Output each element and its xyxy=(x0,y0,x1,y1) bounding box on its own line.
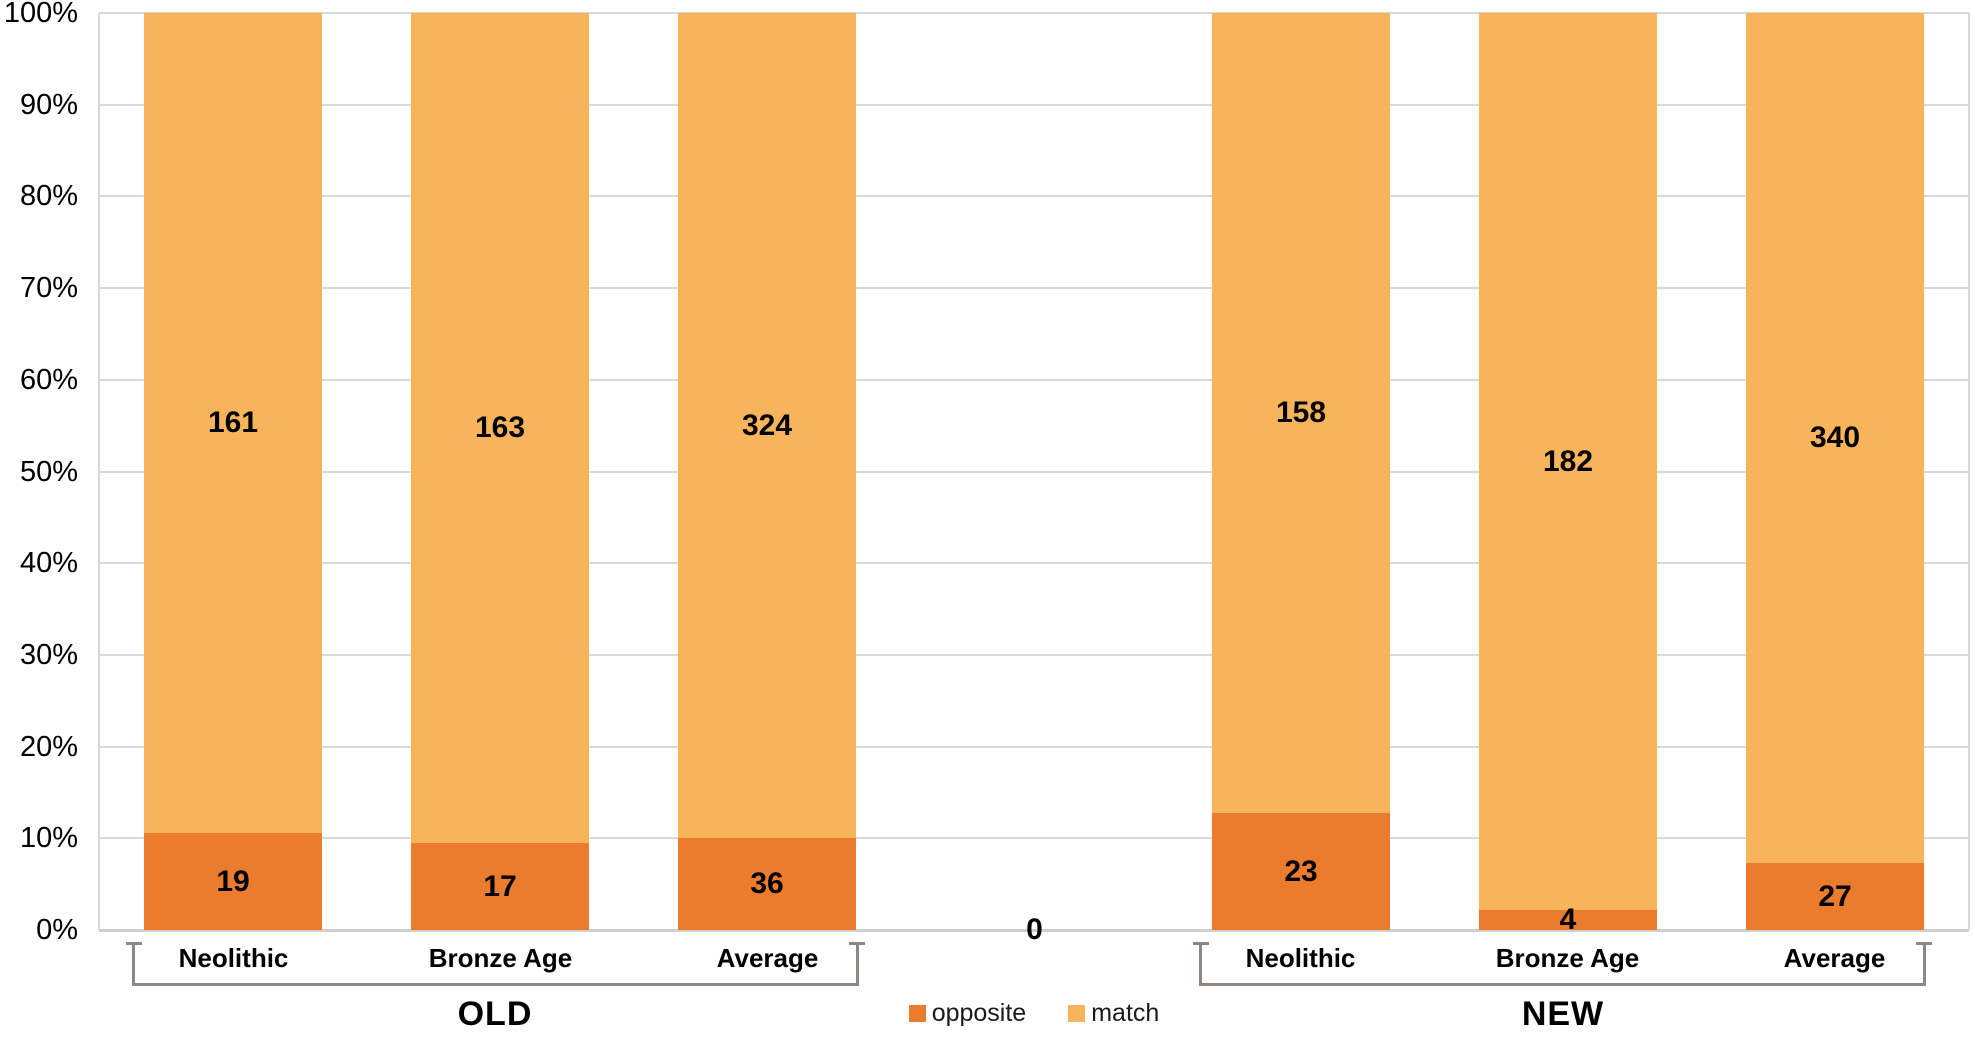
bar-segment-match: 182 xyxy=(1479,13,1657,910)
group-label-new: NEW xyxy=(1521,995,1605,1033)
group-bracket-tick xyxy=(1199,944,1202,986)
gridline xyxy=(99,654,1969,656)
gridline xyxy=(99,287,1969,289)
gridline xyxy=(99,471,1969,473)
y-axis-tick-label: 0% xyxy=(36,914,78,946)
group-bracket-line xyxy=(1199,983,1926,986)
bar-value-label-opposite: 17 xyxy=(483,869,517,903)
bar-value-label-opposite: 36 xyxy=(750,867,784,900)
bar-neolithic-old: 161 19 xyxy=(144,13,322,930)
y-axis-line xyxy=(98,13,100,930)
legend-swatch-match xyxy=(1068,1004,1086,1022)
separator-zero-label: 0 xyxy=(1026,913,1043,946)
legend-label-opposite: opposite xyxy=(931,998,1027,1027)
category-label: Neolithic xyxy=(178,943,289,973)
category-label: Bronze Age xyxy=(1495,943,1640,973)
bar-segment-match: 340 xyxy=(1746,13,1924,863)
gridline xyxy=(99,104,1969,106)
plot-border-right xyxy=(1968,13,1970,930)
bar-segment-match: 158 xyxy=(1212,13,1390,813)
bar-value-label-opposite: 27 xyxy=(1818,879,1852,913)
gridline xyxy=(99,12,1969,14)
bar-segment-opposite: 17 xyxy=(411,843,589,930)
group-label-old: OLD xyxy=(457,995,533,1033)
y-axis-tick-label: 60% xyxy=(19,364,78,396)
gridline xyxy=(99,195,1969,197)
gridline xyxy=(99,929,1969,932)
group-bracket-line xyxy=(132,983,859,986)
bar-segment-opposite: 4 xyxy=(1479,905,1657,935)
bar-segment-match: 163 xyxy=(411,13,589,843)
group-bracket-tick-cap xyxy=(1193,942,1209,945)
y-axis-tick-label: 50% xyxy=(19,456,78,488)
y-axis-tick-label: 20% xyxy=(19,731,78,763)
legend-item-opposite: opposite xyxy=(908,998,1027,1028)
bar-bronze-age-old: 163 17 xyxy=(411,13,589,930)
gridline xyxy=(99,562,1969,564)
y-axis-tick-label: 100% xyxy=(3,0,78,29)
bar-value-label-match: 340 xyxy=(1809,421,1861,454)
group-bracket-tick-cap xyxy=(849,942,865,945)
group-bracket-tick-cap xyxy=(126,942,142,945)
bar-segment-match: 324 xyxy=(678,13,856,838)
bar-segment-match: 161 xyxy=(144,13,322,833)
group-bracket-tick xyxy=(1923,944,1926,986)
y-axis-tick-label: 80% xyxy=(19,180,78,212)
bar-value-label-opposite: 23 xyxy=(1284,854,1318,888)
bar-value-label-match: 163 xyxy=(474,411,526,444)
bar-value-label-match: 182 xyxy=(1542,444,1594,478)
y-axis-tick-label: 90% xyxy=(19,89,78,121)
y-axis-tick-label: 10% xyxy=(19,822,78,854)
bar-bronze-age-new: 182 4 xyxy=(1479,13,1657,935)
legend-swatch-opposite xyxy=(908,1004,926,1022)
group-bracket-tick xyxy=(132,944,135,986)
gridline xyxy=(99,837,1969,839)
gridline xyxy=(99,379,1969,381)
category-label: Bronze Age xyxy=(428,943,573,973)
bar-segment-opposite: 19 xyxy=(144,833,322,930)
bar-value-label-match: 324 xyxy=(741,408,793,442)
category-label: Neolithic xyxy=(1245,943,1356,973)
bar-value-label-match: 161 xyxy=(207,406,259,439)
bar-average-new: 340 27 xyxy=(1746,13,1924,930)
bar-segment-opposite: 27 xyxy=(1746,863,1924,930)
chart-legend: opposite match xyxy=(834,994,1234,1032)
bar-average-old: 324 36 xyxy=(678,13,856,930)
category-label: Average xyxy=(716,943,819,973)
bar-segment-opposite: 36 xyxy=(678,838,856,930)
y-axis-tick-label: 70% xyxy=(19,272,78,304)
gridline xyxy=(99,746,1969,748)
group-bracket-tick-cap xyxy=(1916,942,1932,945)
bar-value-label-opposite: 4 xyxy=(1559,903,1577,936)
bar-segment-opposite: 23 xyxy=(1212,813,1390,930)
y-axis-tick-label: 40% xyxy=(19,547,78,579)
legend-label-match: match xyxy=(1091,998,1160,1027)
y-axis-tick-label: 30% xyxy=(19,639,78,671)
bar-neolithic-new: 158 23 xyxy=(1212,13,1390,930)
bar-value-label-match: 158 xyxy=(1275,396,1327,429)
category-label: Average xyxy=(1783,943,1886,973)
legend-item-match: match xyxy=(1068,999,1159,1028)
group-bracket-tick xyxy=(856,944,859,986)
bar-value-label-opposite: 19 xyxy=(216,864,250,898)
